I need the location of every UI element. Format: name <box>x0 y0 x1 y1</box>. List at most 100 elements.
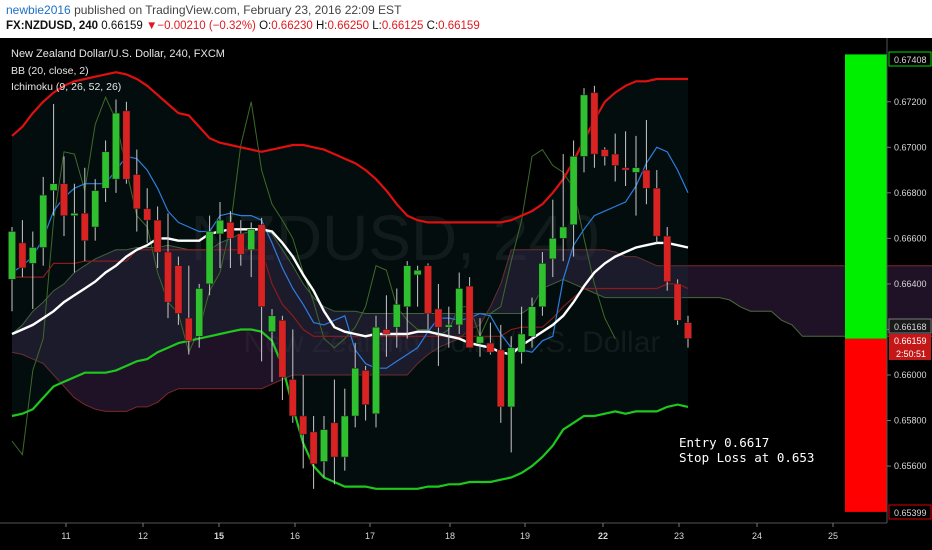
candle <box>652 170 661 243</box>
current-price-tag <box>889 334 931 347</box>
candle <box>517 306 526 364</box>
time-tick-label: 18 <box>445 531 455 541</box>
candle-body <box>132 174 141 210</box>
time-tick-label: 22 <box>598 531 608 541</box>
candle-body <box>247 229 256 251</box>
low-value: 0.66125 <box>381 20 424 32</box>
price-chart[interactable]: NZDUSD, 240 New Zealand Dollar/U.S. Doll… <box>0 38 932 550</box>
candle-body <box>122 110 131 180</box>
candle-body <box>372 326 380 414</box>
close-value: 0.66159 <box>438 20 480 32</box>
candle <box>132 149 141 232</box>
high-label: H: <box>316 20 328 32</box>
candle <box>590 85 599 168</box>
stop-loss-zone <box>845 338 887 512</box>
top-box-price-tag <box>888 51 932 67</box>
candle <box>684 315 692 348</box>
bb-basis-line <box>11 228 689 356</box>
candle-body <box>216 219 224 235</box>
time-tick-label: 11 <box>61 531 70 541</box>
candle-body <box>392 304 401 328</box>
candle-body <box>684 322 692 339</box>
candle <box>361 365 370 421</box>
bb-lower-line <box>11 328 689 490</box>
candle <box>101 140 110 202</box>
ohlc-line: FX:NZDUSD, 240 0.66159 ▼−0.00210 (−0.32%… <box>6 20 480 32</box>
high-value: 0.66250 <box>327 20 370 32</box>
candle-body <box>517 333 526 353</box>
candle <box>351 343 360 428</box>
target-zone <box>845 54 887 339</box>
candle-body <box>538 263 547 307</box>
candle <box>424 263 432 330</box>
candle <box>39 176 48 266</box>
candle-body <box>18 242 27 269</box>
author-link[interactable]: newbie2016 <box>6 3 71 17</box>
candle <box>548 199 557 278</box>
candle-body <box>330 422 339 458</box>
legend-ichimoku: Ichimoku (9, 26, 52, 26) <box>11 81 121 93</box>
candle-body <box>382 329 391 335</box>
bottom-box-price-text: 0.65399 <box>894 508 927 518</box>
candle-body <box>465 285 474 348</box>
candle <box>434 283 443 366</box>
candle <box>205 215 214 296</box>
candle-body <box>49 183 58 191</box>
candle-body <box>257 224 266 307</box>
candle-body <box>548 238 557 260</box>
candle-body <box>673 283 682 321</box>
kijun-sen-line <box>12 249 689 337</box>
candle <box>663 226 672 291</box>
candle <box>164 213 172 319</box>
candle-body <box>164 251 172 303</box>
candle <box>476 318 484 357</box>
candles <box>8 85 692 489</box>
candle <box>184 265 193 355</box>
time-axis[interactable]: 11 12 15 16 17 18 19 22 23 24 25 <box>61 523 838 541</box>
price-tick-label: 0.66600 <box>894 233 927 243</box>
candle <box>112 99 120 193</box>
candle-body <box>309 431 318 465</box>
candle <box>382 295 391 357</box>
candle-body <box>580 94 588 157</box>
candle <box>413 265 422 307</box>
candle-body <box>112 112 120 180</box>
down-arrow-icon: ▼ <box>146 20 158 32</box>
candle-body <box>663 235 672 282</box>
candle <box>330 379 339 485</box>
candle <box>496 324 505 423</box>
chart-legend: New Zealand Dollar/U.S. Dollar, 240, FXC… <box>11 48 225 93</box>
candle <box>538 252 547 316</box>
candle-body <box>268 315 276 332</box>
change-value: −0.00210 (−0.32%) <box>157 20 256 32</box>
candle-body <box>174 265 183 314</box>
candle <box>80 167 89 262</box>
candle <box>91 179 100 241</box>
candle-body <box>361 370 370 405</box>
candle-body <box>226 222 235 239</box>
legend-bb: BB (20, close, 2) <box>11 65 89 77</box>
last-price: 0.66159 <box>101 20 143 32</box>
candle <box>153 206 162 268</box>
publish-line: newbie2016 published on TradingView.com,… <box>6 3 401 17</box>
candle-body <box>288 379 297 417</box>
indicator-lines <box>11 71 689 490</box>
time-tick-label: 15 <box>214 531 224 541</box>
candle <box>642 119 651 205</box>
candle <box>288 329 297 423</box>
chart-header: newbie2016 published on TradingView.com,… <box>0 0 932 38</box>
candle <box>528 297 536 348</box>
candle <box>673 279 682 325</box>
candle <box>569 140 578 257</box>
candle <box>122 101 131 184</box>
candle-body <box>652 188 661 237</box>
price-tick-label: 0.66400 <box>894 279 927 289</box>
time-tick-label: 17 <box>365 531 375 541</box>
candle-body <box>143 208 152 221</box>
candle <box>455 272 464 335</box>
candle-body <box>486 342 495 353</box>
candle-body <box>340 415 349 458</box>
candle <box>340 388 349 471</box>
candle-body <box>642 169 651 189</box>
candle-body <box>236 233 245 255</box>
